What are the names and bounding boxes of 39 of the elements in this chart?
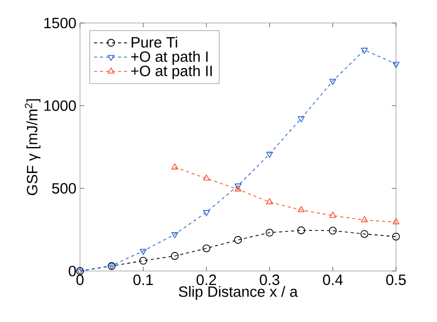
point [234,236,242,244]
y-tick-label: 0 [68,266,76,276]
x-tick-label: 0.4 [322,274,343,286]
x-tick-label: 0 [76,274,84,286]
point [202,210,210,216]
y-tick-label: 1000 [44,100,76,111]
point [392,62,400,68]
x-tick-label: 0.5 [386,274,406,286]
point [266,228,274,237]
point [360,48,368,54]
point [329,78,336,85]
point [139,256,148,265]
x-tick-label: 0.3 [260,274,280,286]
legend-label: +O at path II [131,65,212,80]
point [202,244,210,252]
point [392,232,400,241]
point [360,230,368,238]
x-axis-title: Slip Distance x / a [178,286,298,300]
point [298,116,305,122]
point [171,163,178,170]
legend-label: Pure Ti [132,36,178,48]
point [140,248,147,255]
point [328,226,337,235]
point [297,226,306,234]
point [266,152,274,158]
y-tick-label: 500 [52,183,76,194]
point [171,232,178,238]
legend-label: +O at path I [131,50,208,65]
point [202,174,210,181]
point [329,212,336,218]
point [298,206,305,212]
x-tick-label: 0.2 [196,274,216,286]
point [170,252,179,260]
point [266,198,274,204]
x-tick-label: 0.1 [133,274,153,286]
point [392,218,400,224]
y-axis-title: GSF γ [mJ/m$^{2}$] [24,99,40,196]
y-tick-label: 1500 [44,18,76,28]
point [360,216,368,222]
